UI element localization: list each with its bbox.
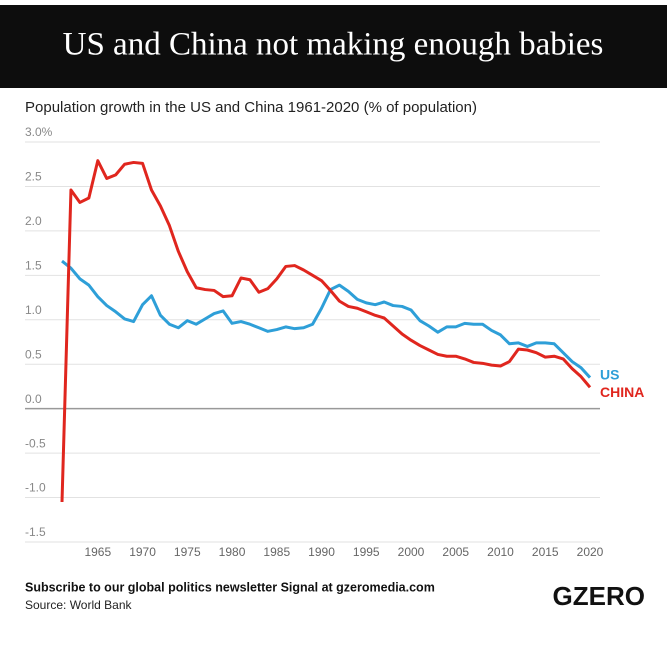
chart-title: US and China not making enough babies [63,27,604,63]
x-tick-label: 1990 [308,545,335,559]
x-tick-label: 2000 [398,545,425,559]
series-label: US [600,366,619,382]
series-line [60,159,592,503]
x-tick-label: 2015 [532,545,559,559]
footnote: Subscribe to our global politics newslet… [25,580,435,594]
y-tick-label: 2.0 [25,214,42,228]
logo: GZERO [553,581,645,611]
header-bar [0,5,667,88]
x-tick-label: 1995 [353,545,380,559]
y-tick-label: 2.5 [25,170,42,184]
y-tick-label: -1.5 [25,525,46,539]
source: Source: World Bank [25,598,132,612]
x-tick-label: 1970 [129,545,156,559]
x-tick-label: 1965 [84,545,111,559]
y-tick-label: -0.5 [25,436,46,450]
x-tick-label: 1980 [219,545,246,559]
y-tick-label: 0.5 [25,347,42,361]
x-tick-label: 2005 [442,545,469,559]
chart-subtitle: Population growth in the US and China 19… [25,99,477,116]
y-tick-label: 0.0 [25,392,42,406]
y-tick-label: 1.5 [25,259,42,273]
x-tick-label: 1975 [174,545,201,559]
series-line [61,259,592,379]
y-tick-label: 3.0% [25,125,53,139]
x-tick-label: 1985 [263,545,290,559]
y-tick-label: 1.0 [25,303,42,317]
x-tick-label: 2020 [577,545,604,559]
y-tick-label: -1.0 [25,481,46,495]
x-tick-label: 2010 [487,545,514,559]
series-label: CHINA [600,384,644,400]
